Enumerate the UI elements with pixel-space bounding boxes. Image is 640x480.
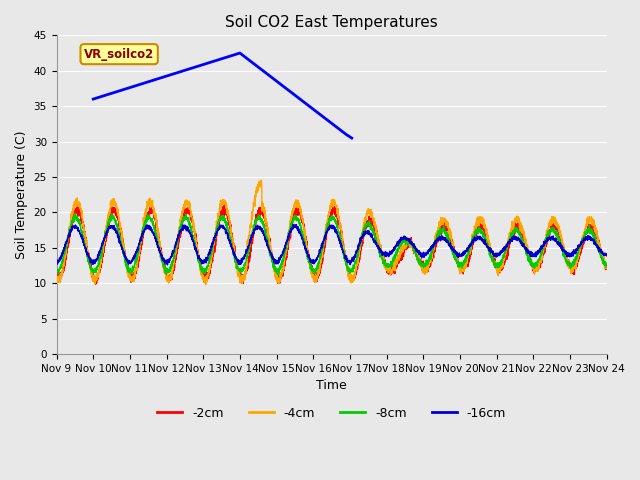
Title: Soil CO2 East Temperatures: Soil CO2 East Temperatures <box>225 15 438 30</box>
X-axis label: Time: Time <box>316 379 347 392</box>
Text: VR_soilco2: VR_soilco2 <box>84 48 154 60</box>
Y-axis label: Soil Temperature (C): Soil Temperature (C) <box>15 131 28 259</box>
Legend: -2cm, -4cm, -8cm, -16cm: -2cm, -4cm, -8cm, -16cm <box>152 402 511 425</box>
